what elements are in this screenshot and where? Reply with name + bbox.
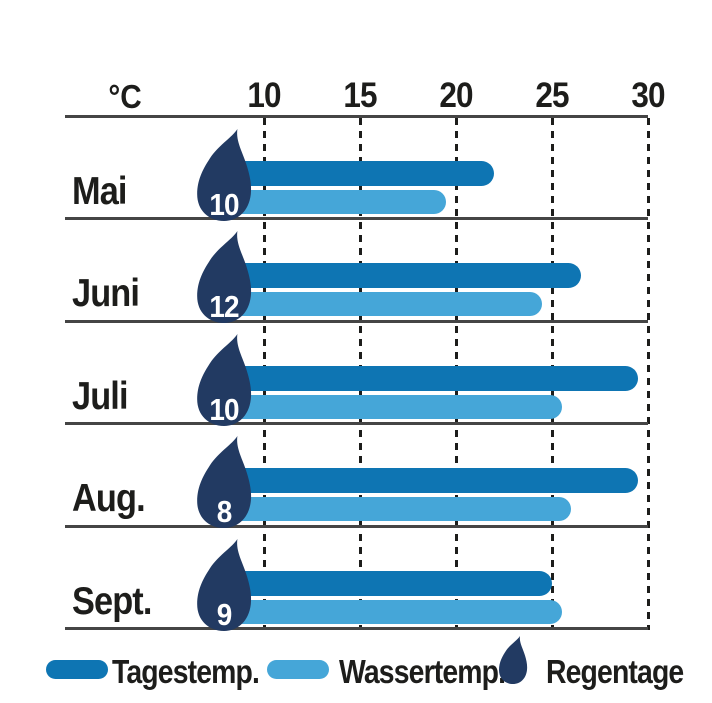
raindrop-icon: 12 — [192, 231, 256, 325]
month-label: Sept. — [72, 579, 152, 623]
rain-days-value: 12 — [209, 289, 239, 325]
legend-label-water-temp: Wassertemp. — [339, 653, 506, 690]
rain-days-value: 10 — [209, 187, 239, 222]
day-temp-bar — [208, 468, 639, 494]
raindrop-icon: 9 — [192, 538, 256, 632]
row-separator — [65, 524, 648, 528]
axis-line — [65, 115, 648, 118]
day-temp-bar — [208, 161, 495, 186]
day-temp-bar — [208, 365, 639, 391]
axis-tick-label: 15 — [343, 76, 377, 115]
rain-days-value: 10 — [209, 391, 239, 427]
day-temp-bar — [208, 263, 581, 289]
day-temp-swatch — [46, 660, 108, 679]
axis-tick-label: 25 — [535, 76, 569, 115]
axis-tick-label: 10 — [247, 76, 281, 115]
month-label: Juni — [72, 272, 140, 316]
axis-unit-label: °C — [108, 78, 142, 115]
water-temp-bar — [208, 292, 543, 317]
row-separator — [65, 422, 648, 426]
legend-label-rain-days: Regentage — [546, 653, 684, 690]
axis-tick-label: 20 — [439, 76, 473, 115]
month-label: Juli — [72, 374, 128, 418]
water-temp-bar — [208, 497, 572, 522]
raindrop-icon — [499, 636, 528, 684]
water-temp-bar — [208, 394, 562, 419]
month-label: Mai — [72, 170, 127, 213]
water-temp-bar — [208, 599, 562, 624]
row-separator — [65, 319, 648, 323]
row-separator — [65, 217, 648, 221]
raindrop-icon: 8 — [192, 436, 256, 530]
rain-days-value: 9 — [216, 596, 233, 632]
rain-days-value: 8 — [216, 494, 233, 530]
axis-tick-label: 30 — [631, 76, 665, 115]
row-separator — [65, 627, 648, 630]
day-temp-bar — [208, 570, 552, 596]
gridline-30 — [646, 118, 650, 630]
raindrop-icon: 10 — [192, 333, 256, 427]
month-label: Aug. — [72, 477, 146, 521]
water-temp-swatch — [267, 660, 329, 679]
raindrop-icon: 10 — [192, 129, 256, 222]
legend-label-day-temp: Tagestemp. — [112, 653, 260, 690]
